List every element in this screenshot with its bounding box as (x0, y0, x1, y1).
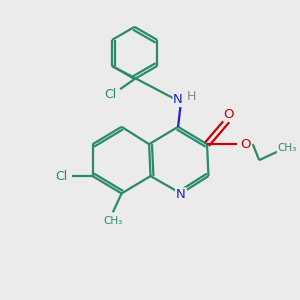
Text: CH₃: CH₃ (103, 216, 122, 226)
Text: Cl: Cl (104, 88, 116, 100)
Text: Cl: Cl (56, 169, 68, 183)
Text: N: N (176, 188, 186, 201)
Text: O: O (240, 138, 251, 151)
Text: N: N (173, 93, 183, 106)
Text: H: H (186, 91, 196, 103)
Text: CH₃: CH₃ (278, 143, 297, 153)
Text: O: O (224, 108, 234, 121)
